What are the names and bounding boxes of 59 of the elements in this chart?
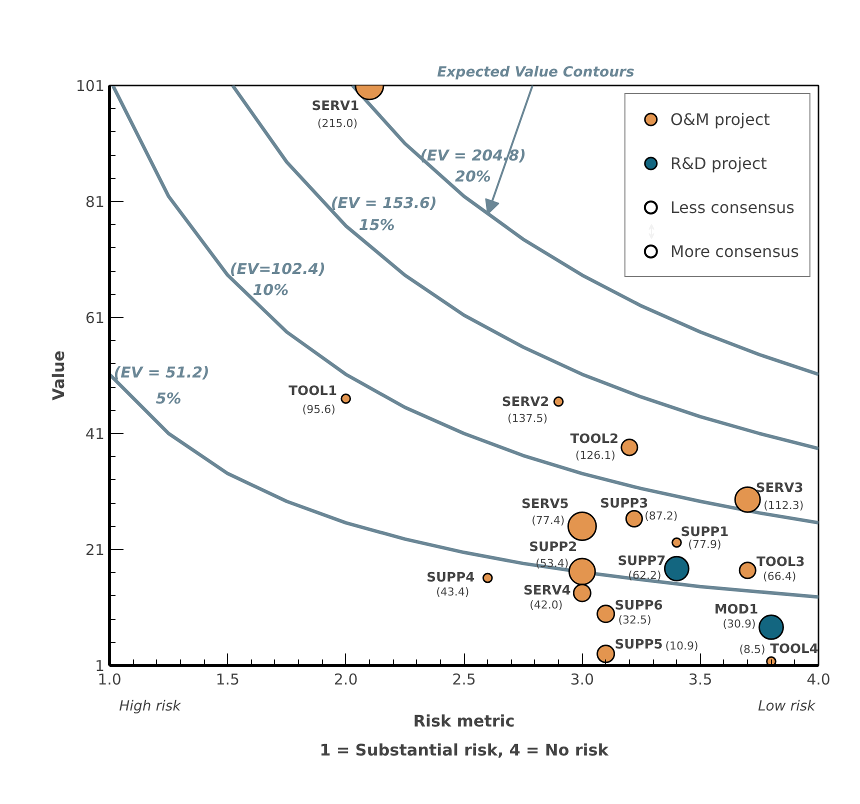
annotation: (77.9) [688, 538, 722, 552]
annotation: (43.4) [436, 585, 470, 598]
annotation: SUPP5 [614, 637, 663, 652]
annotation: Expected Value Contours [437, 64, 634, 80]
text: High risk [119, 698, 182, 714]
x-axis-title: Risk metric [413, 712, 515, 730]
annotation: (137.5) [507, 412, 548, 426]
annotation: SUPP4 [426, 570, 475, 586]
annotation: SUPP3 [600, 496, 648, 512]
x-tick-label: 2.0 [334, 670, 358, 688]
annotation: SERV5 [521, 496, 569, 512]
annotation: TOOL3 [756, 554, 805, 570]
annotation: MOD1 [714, 602, 758, 618]
annotation: (30.9) [722, 618, 756, 631]
annotation: SERV1 [312, 99, 360, 114]
annotation: SERV4 [523, 584, 571, 598]
annotation: (10.9) [665, 639, 698, 652]
annotation: SUPP2 [529, 540, 578, 556]
y-tick-label: 101 [76, 77, 105, 95]
annotation: (112.3) [764, 499, 804, 512]
x-tick-label: 3.5 [688, 670, 712, 688]
x-tick-label: 3.0 [570, 670, 594, 688]
annotation: 15% [358, 216, 395, 234]
annotation: (32.5) [618, 613, 652, 626]
y-tick-label: 21 [85, 541, 105, 559]
y-tick-label: 41 [85, 425, 105, 443]
legend-label: R&D project [670, 152, 767, 174]
x-tick-label: 1.5 [216, 670, 240, 688]
annotation: (215.0) [317, 117, 358, 130]
annotation: TOOL1 [288, 384, 337, 400]
annotation: Less consensus [670, 196, 794, 218]
annotation: SERV2 [502, 395, 550, 410]
annotation: (95.6) [302, 403, 336, 416]
y-axis-title: Value [48, 350, 68, 401]
annotation: SUPP1 [680, 525, 729, 540]
annotation: SUPP7 [618, 554, 666, 570]
annotation: (EV=102.4) [230, 260, 326, 278]
y-tick-label: 61 [85, 309, 105, 327]
annotation: SUPP6 [614, 598, 663, 614]
annotation: (126.1) [575, 448, 616, 462]
annotation: (77.4) [532, 514, 565, 527]
annotation: 10% [252, 281, 289, 300]
annotation: More consensus [670, 240, 799, 262]
legend-label: O&M project [670, 108, 770, 130]
text: 1 = Substantial risk, 4 = No risk [320, 740, 609, 760]
annotation: (8.5) [739, 642, 766, 656]
annotation: SERV3 [756, 481, 804, 496]
annotation: 5% [156, 390, 182, 408]
annotation: 20% [455, 167, 491, 186]
annotation: (EV = 153.6) [330, 194, 437, 212]
y-tick-label: 81 [85, 193, 105, 211]
annotation: (87.2) [644, 509, 678, 522]
annotation: (EV = 51.2) [114, 364, 210, 382]
text: Low risk [758, 698, 816, 714]
annotation: (42.0) [530, 598, 563, 612]
annotation: (66.4) [763, 570, 796, 583]
x-tick-label: 4.0 [806, 670, 830, 688]
annotation: TOOL2 [570, 432, 619, 447]
x-tick-label: 2.5 [452, 670, 476, 688]
